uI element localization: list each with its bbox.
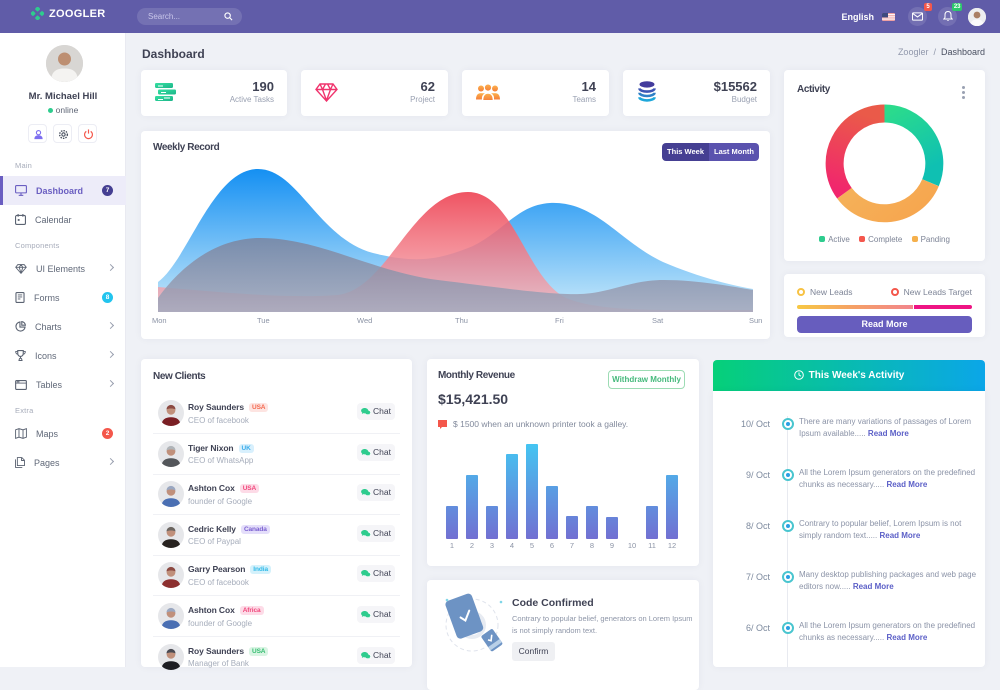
svg-text:1: 1	[450, 541, 454, 550]
svg-text:12: 12	[668, 541, 676, 550]
svg-text:3: 3	[490, 541, 494, 550]
svg-text:10: 10	[628, 541, 636, 550]
svg-text:4: 4	[510, 541, 514, 550]
svg-text:2: 2	[470, 541, 474, 550]
svg-text:11: 11	[648, 541, 656, 550]
svg-text:9: 9	[610, 541, 614, 550]
svg-text:5: 5	[530, 541, 534, 550]
svg-text:8: 8	[590, 541, 594, 550]
svg-text:7: 7	[570, 541, 574, 550]
svg-text:6: 6	[550, 541, 554, 550]
